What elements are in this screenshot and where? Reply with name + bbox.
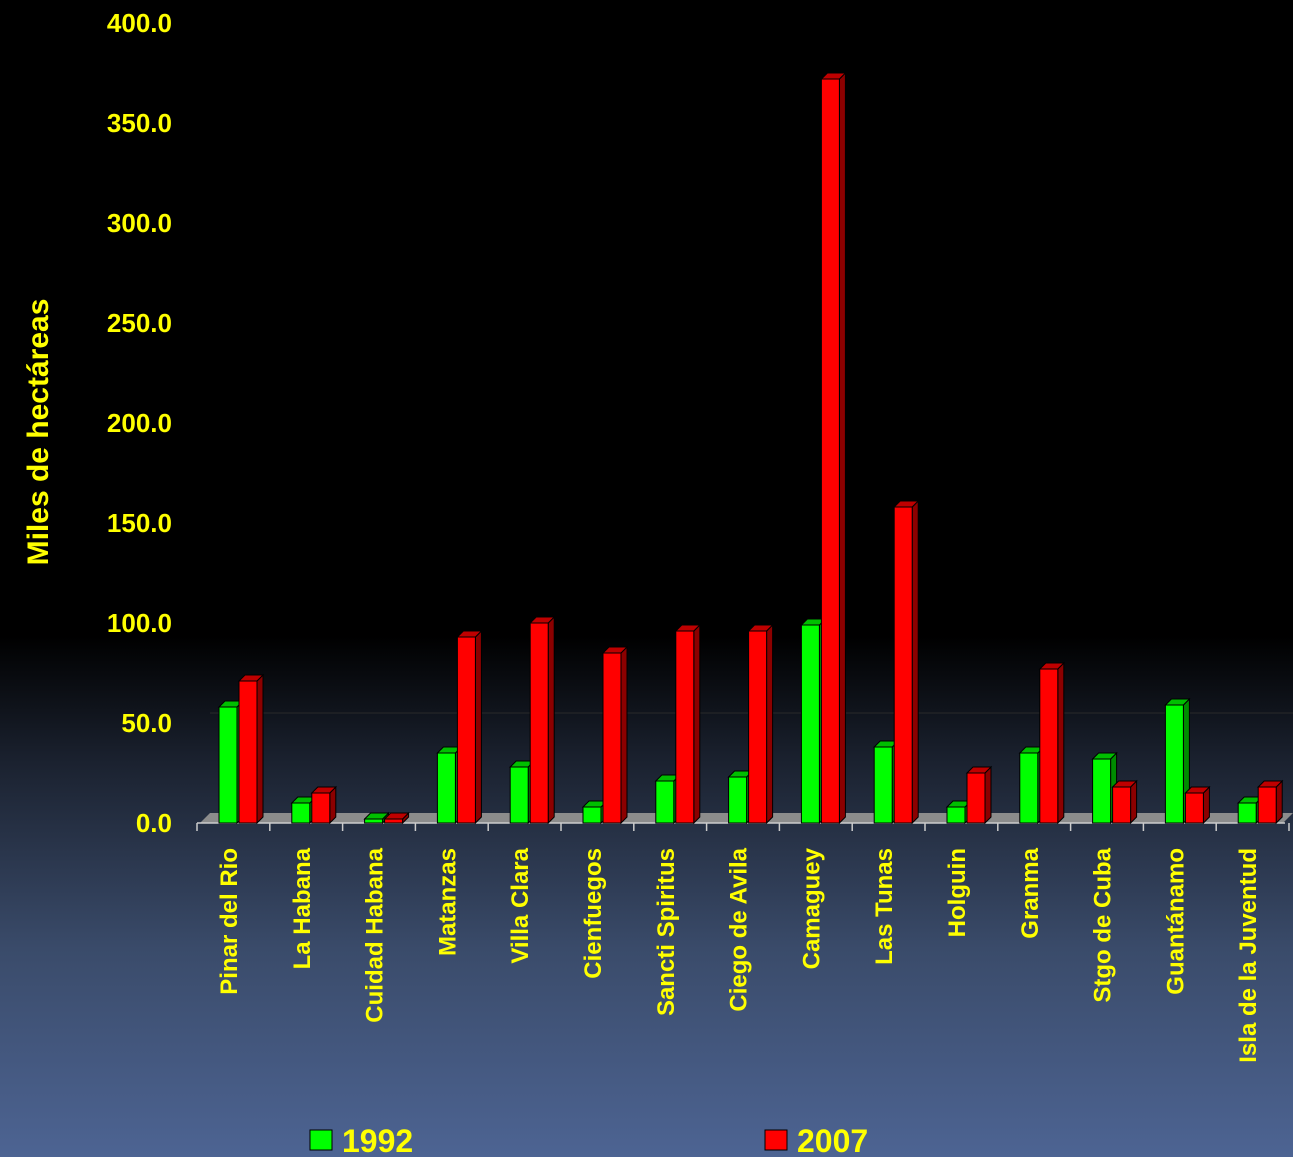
legend-item-2007: 2007 — [764, 1123, 868, 1157]
bar-front — [1184, 792, 1204, 824]
category-label: Las Tunas — [871, 848, 898, 965]
bar-side — [256, 673, 264, 825]
y-tick-label: 300.0 — [107, 208, 172, 238]
legend-label: 1992 — [342, 1123, 413, 1157]
category-label: Guantánamo — [1162, 848, 1189, 995]
category-labels: Pinar del Rio La Habana Cuidad Habana Matan… — [196, 823, 1290, 1063]
bar-front — [1164, 704, 1184, 824]
category-label: Stgo de Cuba — [1090, 847, 1117, 1002]
y-tick-label: 50.0 — [121, 708, 172, 738]
category-label: Cienfuegos — [580, 848, 607, 979]
legend-swatch — [764, 1129, 788, 1151]
bar-2007-9 — [892, 499, 920, 825]
bar-side — [766, 623, 774, 825]
bar-front — [218, 706, 238, 824]
bar-front — [966, 772, 986, 824]
bar-front — [873, 746, 893, 824]
bar-2007-1 — [310, 785, 338, 825]
bar-2007-13 — [1184, 785, 1211, 825]
bar-2007-0 — [237, 673, 265, 825]
bar-front — [675, 630, 695, 824]
bar-front — [364, 818, 384, 824]
category-label: Ciego de Avila — [726, 847, 753, 1011]
bar-front — [291, 802, 311, 824]
bar-side — [911, 499, 919, 825]
bar-side — [547, 615, 555, 825]
category-label: Camaguey — [798, 847, 825, 969]
bar-side — [693, 623, 701, 825]
bar-2007-2 — [383, 811, 410, 825]
bar-2007-12 — [1111, 779, 1138, 825]
bar-front — [1237, 802, 1257, 824]
bar-front — [311, 792, 331, 824]
bar-2007-3 — [456, 629, 483, 825]
bar-2007-10 — [965, 765, 993, 825]
legend-item-1992: 1992 — [309, 1123, 413, 1157]
bar-front — [800, 624, 820, 824]
bar-front — [436, 752, 456, 824]
category-label: Isla de la Juventud — [1235, 848, 1262, 1063]
bar-2007-11 — [1038, 661, 1066, 825]
bar-front — [456, 636, 476, 824]
y-axis-ticks: 0.0 50.0 100.0 150.0 200.0 250.0 300.0 350.0 400… — [107, 8, 172, 838]
bar-front — [1257, 786, 1277, 824]
y-tick-label: 150.0 — [107, 508, 172, 538]
legend: 1992 2007 — [309, 1123, 868, 1157]
bar-front — [748, 630, 768, 824]
bar-side — [1275, 779, 1283, 825]
category-label: Pinar del Rio — [216, 848, 243, 995]
y-tick-label: 250.0 — [107, 308, 172, 338]
category-label: Holguin — [944, 848, 971, 937]
bar-front — [1039, 668, 1059, 824]
bar-2007-6 — [674, 623, 702, 825]
category-label: La Habana — [289, 847, 316, 969]
bar-front — [509, 766, 529, 824]
bar-2007-14 — [1256, 779, 1284, 825]
y-tick-label: 100.0 — [107, 608, 172, 638]
bar-side — [1130, 779, 1138, 825]
bar-side — [620, 645, 628, 825]
bar-front — [582, 806, 602, 824]
y-tick-label: 400.0 — [107, 8, 172, 38]
category-label: Villa Clara — [507, 847, 534, 963]
category-label: Cuidad Habana — [362, 847, 389, 1022]
bar-front — [820, 78, 840, 824]
bar-front — [655, 780, 675, 824]
bar-1992-2 — [363, 811, 390, 825]
bar-side — [1057, 661, 1065, 825]
bars — [217, 71, 1284, 825]
y-tick-label: 350.0 — [107, 108, 172, 138]
bar-front — [602, 652, 622, 824]
bar-front — [238, 680, 258, 824]
bar-2007-5 — [601, 645, 629, 825]
bar-2007-7 — [747, 623, 774, 825]
category-label: Matanzas — [434, 848, 461, 956]
bar-front — [529, 622, 549, 824]
legend-swatch — [309, 1129, 333, 1151]
bar-front — [1092, 758, 1112, 824]
bar-front — [728, 776, 748, 824]
bar-front — [893, 506, 913, 824]
bar-front — [384, 818, 404, 824]
bar-front — [1112, 786, 1132, 824]
y-tick-label: 0.0 — [136, 808, 172, 838]
category-label: Granma — [1017, 847, 1044, 938]
bar-side — [474, 629, 482, 825]
y-tick-label: 200.0 — [107, 408, 172, 438]
bar-side — [838, 71, 846, 825]
y-axis-label: Miles de hectáreas — [22, 299, 55, 566]
bar-front — [1019, 752, 1039, 824]
category-label: Sancti Spiritus — [653, 848, 680, 1016]
bar-2007-8 — [820, 71, 847, 825]
bar-side — [984, 765, 992, 825]
bar-2007-4 — [528, 615, 556, 825]
legend-label: 2007 — [797, 1123, 868, 1157]
bar-front — [946, 806, 966, 824]
